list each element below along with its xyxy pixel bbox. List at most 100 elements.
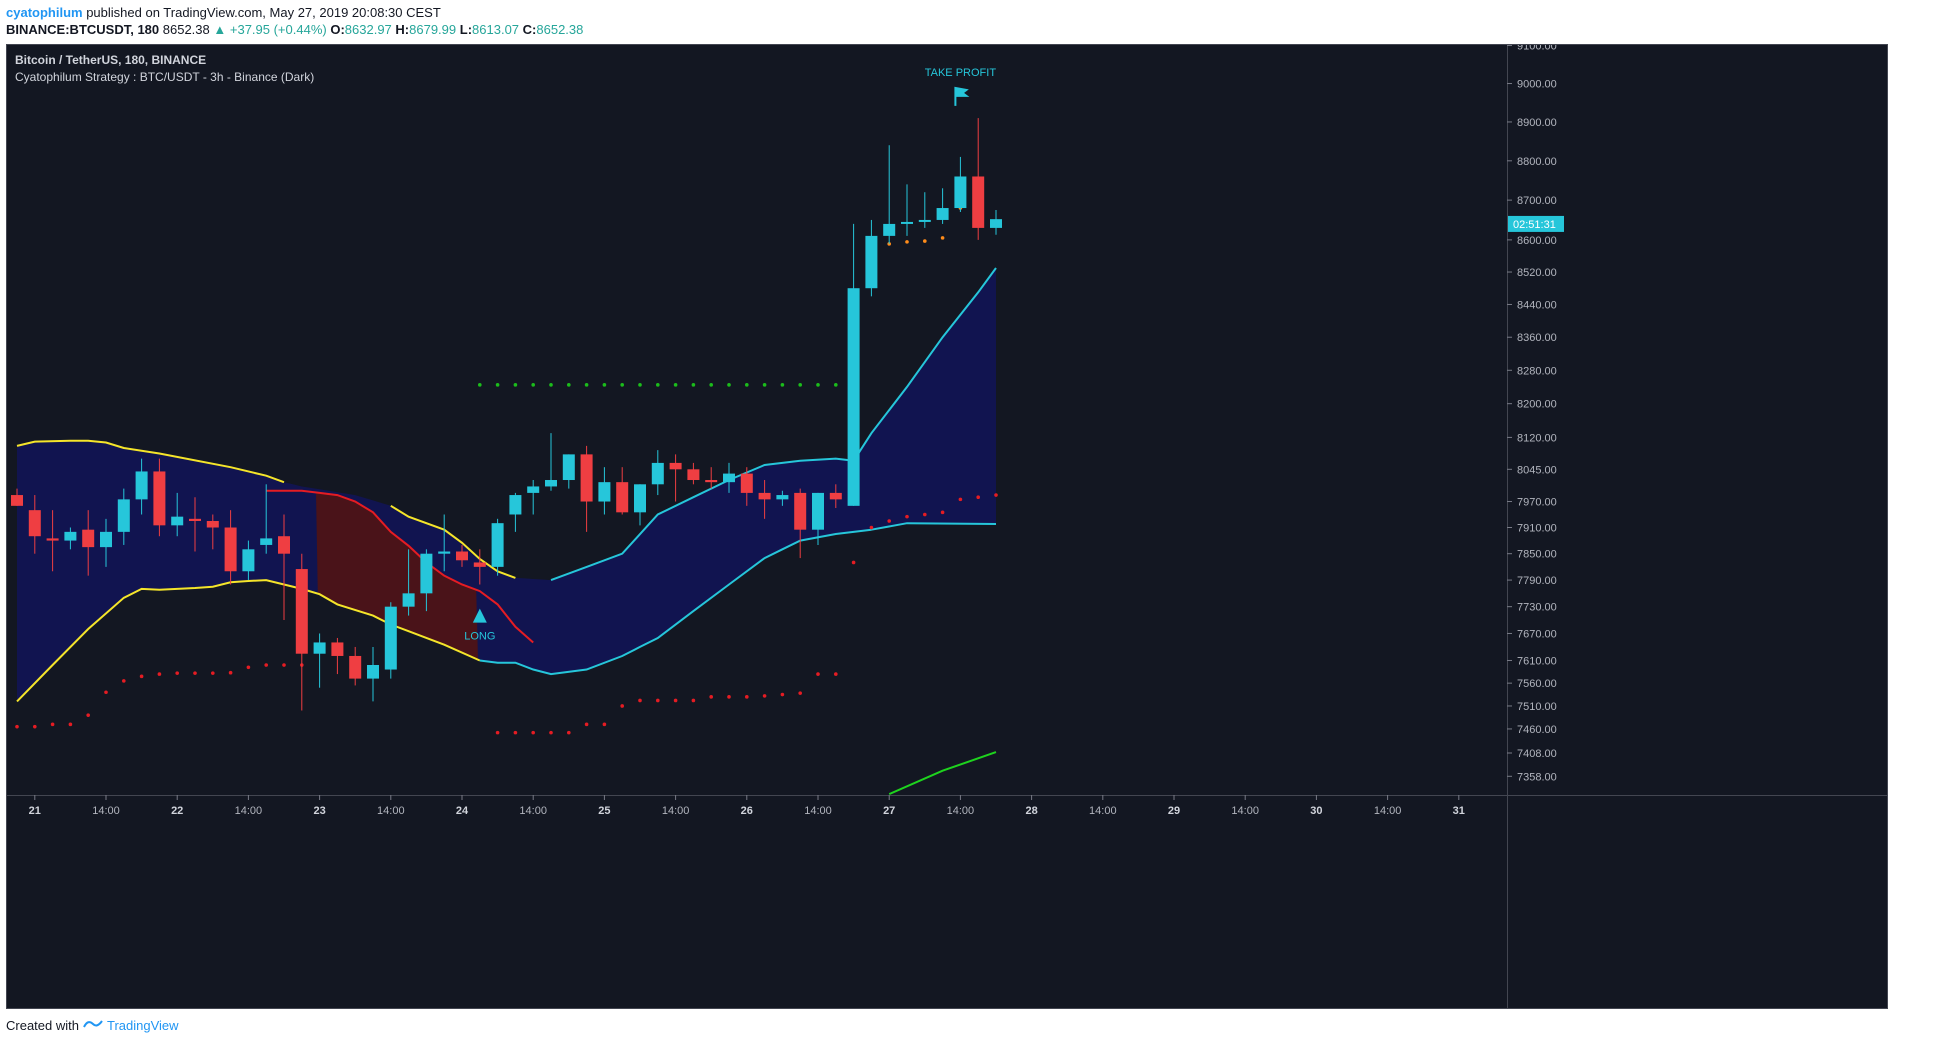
stop-dot: [958, 497, 963, 502]
candle-body: [598, 482, 611, 502]
current-price-badge: [1508, 215, 1564, 232]
candle-body: [491, 523, 504, 567]
stop-dot: [923, 512, 927, 517]
candle-body: [402, 593, 415, 607]
stop-dot: [798, 691, 802, 695]
created-with-text: Created with: [6, 1018, 79, 1033]
stop-dot: [816, 672, 820, 676]
candle-body: [438, 551, 451, 554]
candle-body: [527, 486, 540, 493]
stop-dot: [727, 695, 731, 699]
candle-body: [954, 176, 967, 209]
candle-body: [901, 221, 913, 224]
open-label: O:: [330, 22, 345, 37]
tp-dot: [940, 236, 945, 240]
price-tick-label: 7560.00: [1517, 678, 1557, 690]
chart-canvas[interactable]: LONG TAKE PROFIT 7358.00 7408.00 7460.00 7510…: [7, 45, 1887, 1008]
last-price: 8652.38: [162, 22, 210, 37]
price-tick-label: 8200.00: [1517, 399, 1557, 411]
target-dot: [691, 383, 696, 387]
bear-cloud: [316, 492, 478, 660]
stop-dot: [691, 698, 696, 703]
target-dot: [762, 383, 767, 387]
stop-dot: [602, 722, 607, 727]
candle-body: [865, 235, 878, 289]
time-tick-label: 27: [883, 805, 895, 817]
stop-dot: [745, 695, 749, 699]
candle-body: [883, 223, 896, 236]
candle-body: [669, 462, 682, 470]
candle-body: [651, 462, 664, 485]
lower-band-line-c: [871, 522, 997, 531]
tp-dot: [905, 240, 909, 244]
target-dot: [495, 383, 500, 387]
tradingview-brand-link[interactable]: TradingView: [106, 1018, 179, 1033]
target-dot: [656, 383, 660, 387]
chart-legend: Bitcoin / TetherUS, 180, BINANCE Cyatoph…: [15, 52, 314, 86]
price-tick-label: 7730.00: [1517, 602, 1557, 614]
stop-dot: [762, 694, 767, 698]
stop-dot: [673, 698, 678, 703]
price-tick-label: 7358.00: [1517, 771, 1557, 783]
trail-line: [888, 751, 997, 795]
time-tick-label: 14:00: [1231, 805, 1259, 817]
price-tick-label: 8520.00: [1517, 267, 1557, 279]
target-dot: [745, 383, 749, 387]
stop-dot: [175, 671, 179, 675]
time-tick-label: 14:00: [519, 805, 547, 817]
stop-dot: [15, 724, 19, 729]
take-profit-flag-icon: [954, 86, 970, 106]
target-dot: [673, 383, 678, 387]
candle-body: [224, 527, 237, 572]
time-tick-label: 24: [456, 805, 469, 817]
high-value: 8679.99: [409, 22, 457, 37]
candle-body: [545, 480, 557, 487]
price-tick-label: 7460.00: [1517, 724, 1557, 736]
take-profit-label: TAKE PROFIT: [925, 67, 997, 79]
stop-dot: [33, 724, 37, 729]
target-dot: [816, 383, 820, 387]
target-dot: [549, 383, 553, 387]
price-tick-label: 8360.00: [1517, 332, 1557, 344]
price-tick-label: 7970.00: [1517, 497, 1557, 509]
time-tick-label: 25: [598, 805, 610, 817]
current-price-countdown: 02:51:31: [1513, 219, 1556, 231]
candle-body: [11, 495, 23, 506]
stop-dot: [976, 495, 980, 500]
long-signal-arrow: [472, 608, 487, 623]
time-tick-label: 22: [171, 805, 183, 817]
tradingview-logo-icon[interactable]: [83, 1018, 103, 1033]
publish-header: cyatophilum published on TradingView.com…: [0, 0, 1952, 44]
price-tick-label: 8280.00: [1517, 365, 1557, 377]
breakout-band-line: [852, 267, 997, 462]
time-tick-label: 30: [1310, 805, 1322, 817]
target-dot: [584, 383, 589, 387]
candle-body: [616, 482, 629, 513]
candle-body: [242, 549, 255, 572]
candle-body: [794, 492, 807, 530]
candle-body: [509, 495, 522, 515]
time-tick-label: 14:00: [804, 805, 832, 817]
tp-dot: [923, 239, 927, 243]
chart-area[interactable]: LONG TAKE PROFIT 7358.00 7408.00 7460.00 7510…: [6, 44, 1888, 1009]
candle-body: [456, 551, 468, 561]
symbol-info: BINANCE:BTCUSDT, 180 8652.38 ▲ +37.95 (+…: [6, 22, 583, 37]
target-dot: [513, 383, 518, 387]
target-dot: [567, 383, 571, 387]
candle-body: [189, 518, 201, 521]
price-tick-label: 8900.00: [1517, 117, 1557, 129]
target-dot: [798, 383, 802, 387]
candle-body: [473, 562, 486, 567]
stop-dot: [656, 698, 660, 703]
stop-dot: [157, 672, 162, 676]
stop-dot: [86, 713, 90, 717]
stop-dot: [228, 670, 233, 675]
price-tick-label: 9000.00: [1517, 79, 1557, 91]
stop-dot: [139, 674, 144, 679]
legend-title: Bitcoin / TetherUS, 180, BINANCE: [15, 53, 207, 67]
target-dot: [709, 383, 713, 387]
candle-body: [829, 492, 842, 500]
stop-dot: [780, 692, 785, 697]
author-link[interactable]: cyatophilum: [6, 5, 83, 20]
stop-dot: [68, 722, 73, 727]
